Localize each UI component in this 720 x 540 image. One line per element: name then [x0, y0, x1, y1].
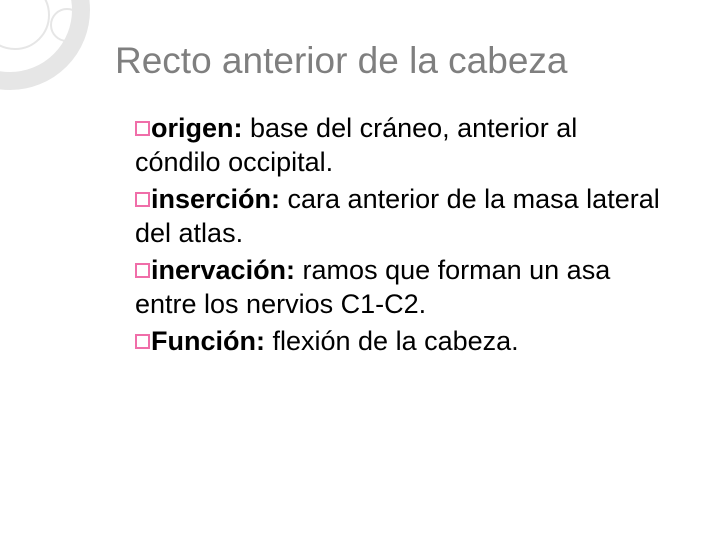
- slide: Recto anterior de la cabeza origen: base…: [0, 0, 720, 540]
- item-label: Función:: [151, 326, 265, 356]
- slide-body: origen: base del cráneo, anterior al cón…: [115, 111, 660, 359]
- slide-title: Recto anterior de la cabeza: [115, 40, 660, 83]
- bullet-square-icon: [135, 263, 150, 278]
- list-item: origen: base del cráneo, anterior al cón…: [135, 111, 660, 180]
- bullet-square-icon: [135, 334, 150, 349]
- item-label: inervación:: [151, 255, 295, 285]
- list-item: inervación: ramos que forman un asa entr…: [135, 253, 660, 322]
- item-label: origen:: [151, 113, 243, 143]
- deco-ring: [50, 8, 84, 42]
- bullet-square-icon: [135, 121, 150, 136]
- list-item: Función: flexión de la cabeza.: [135, 324, 660, 359]
- list-item: inserción: cara anterior de la masa late…: [135, 182, 660, 251]
- item-text: flexión de la cabeza.: [265, 326, 519, 356]
- bullet-square-icon: [135, 192, 150, 207]
- item-label: inserción:: [151, 184, 280, 214]
